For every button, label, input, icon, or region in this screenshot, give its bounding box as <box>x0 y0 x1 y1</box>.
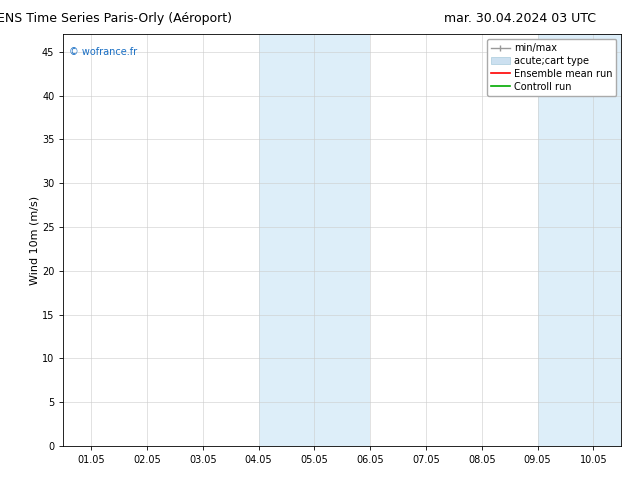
Y-axis label: Wind 10m (m/s): Wind 10m (m/s) <box>29 196 39 285</box>
Bar <box>538 34 621 446</box>
Text: ENS Time Series Paris-Orly (Aéroport): ENS Time Series Paris-Orly (Aéroport) <box>0 12 231 25</box>
Text: mar. 30.04.2024 03 UTC: mar. 30.04.2024 03 UTC <box>444 12 596 25</box>
Text: © wofrance.fr: © wofrance.fr <box>69 47 137 57</box>
Bar <box>259 34 370 446</box>
Legend: min/max, acute;cart type, Ensemble mean run, Controll run: min/max, acute;cart type, Ensemble mean … <box>487 39 616 96</box>
